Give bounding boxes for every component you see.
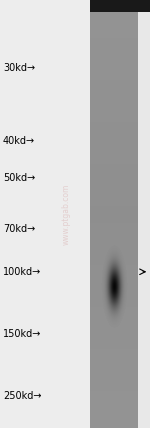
Text: 150kd→: 150kd→ <box>3 329 41 339</box>
Text: 30kd→: 30kd→ <box>3 63 35 74</box>
Text: 50kd→: 50kd→ <box>3 172 35 183</box>
Text: www.ptgab.com: www.ptgab.com <box>61 183 70 245</box>
Text: 100kd→: 100kd→ <box>3 267 41 277</box>
Text: 40kd→: 40kd→ <box>3 136 35 146</box>
Text: 70kd→: 70kd→ <box>3 224 35 234</box>
Text: 250kd→: 250kd→ <box>3 391 42 401</box>
